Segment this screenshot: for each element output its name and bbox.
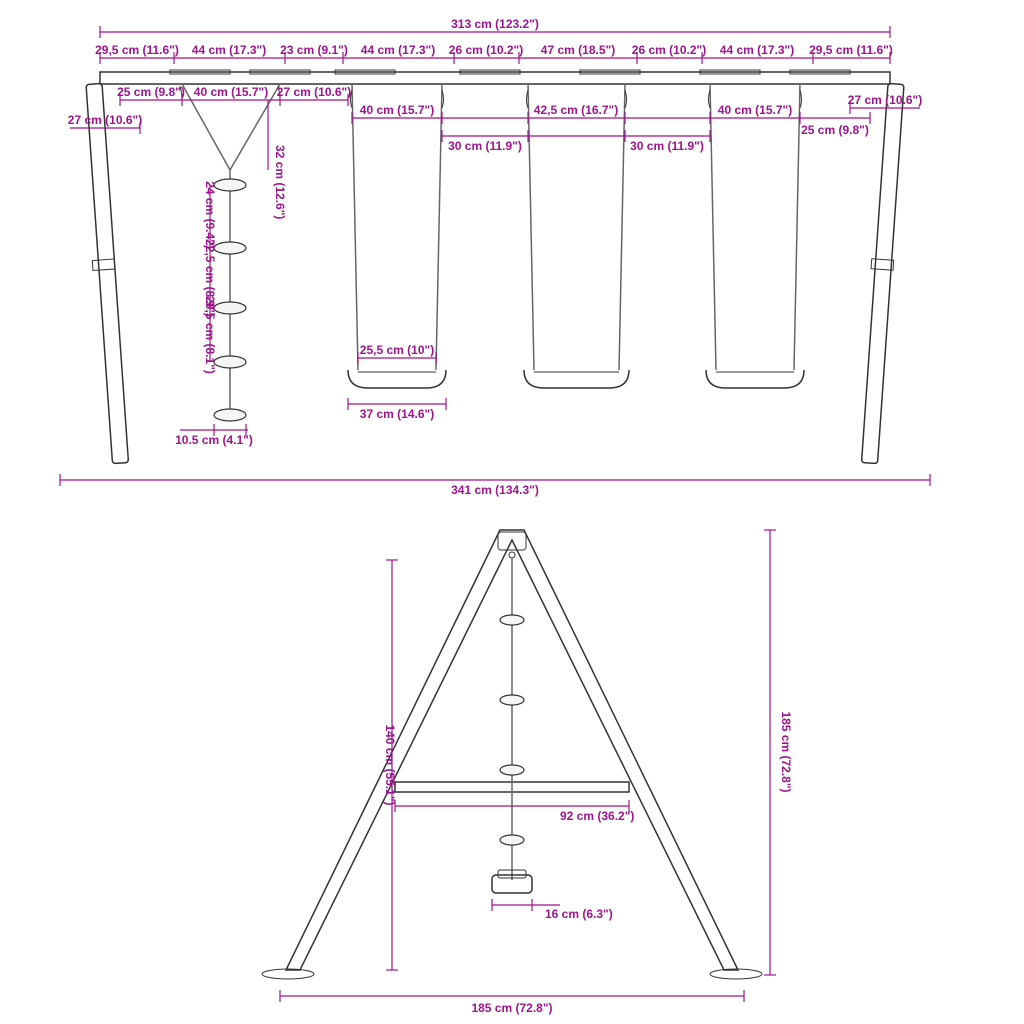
side-view: 140 cm (55.1") 185 cm (72.8") 92 cm (36.… xyxy=(262,530,793,1015)
dim-inner-height: 140 cm (55.1") xyxy=(383,560,398,970)
dim-ladder-span: 40 cm (15.7") xyxy=(182,85,280,106)
svg-text:40 cm (15.7"): 40 cm (15.7") xyxy=(360,103,434,117)
dim-leg-offset-right: 27 cm (10.6") xyxy=(848,93,922,114)
svg-text:25 cm (9.8"): 25 cm (9.8") xyxy=(117,85,185,99)
svg-text:29,5 cm (11.6"): 29,5 cm (11.6") xyxy=(809,43,893,57)
svg-text:37 cm (14.6"): 37 cm (14.6") xyxy=(360,407,434,421)
svg-text:27 cm (10.6"): 27 cm (10.6") xyxy=(848,93,922,107)
svg-text:185 cm (72.8"): 185 cm (72.8") xyxy=(779,711,793,792)
dim-swing-gaps: 30 cm (11.9") 30 cm (11.9") xyxy=(442,130,710,153)
dim-ladder-top-right: 27 cm (10.6") xyxy=(277,85,351,106)
dim-top-segments: 29,5 cm (11.6") 44 cm (17.3") 23 cm (9.1… xyxy=(95,43,893,64)
svg-text:40 cm (15.7"): 40 cm (15.7") xyxy=(194,85,268,99)
swing-3 xyxy=(706,84,804,388)
svg-text:40 cm (15.7"): 40 cm (15.7") xyxy=(718,103,792,117)
dim-seat: 16 cm (6.3") xyxy=(492,899,613,921)
dim-ladder-top-left: 25 cm (9.8") xyxy=(117,85,185,106)
svg-text:140 cm (55.1"): 140 cm (55.1") xyxy=(383,724,397,805)
svg-text:26 cm (10.2"): 26 cm (10.2") xyxy=(632,43,706,57)
svg-text:16 cm (6.3"): 16 cm (6.3") xyxy=(545,907,613,921)
dim-base: 185 cm (72.8") xyxy=(280,990,744,1015)
svg-text:26 cm (10.2"): 26 cm (10.2") xyxy=(449,43,523,57)
dim-seat-inner: 25,5 cm (10") xyxy=(358,343,436,364)
swing-2 xyxy=(524,84,629,388)
technical-drawing: 313 cm (123.2") 29,5 cm (11.6") 44 cm (1… xyxy=(0,0,1024,1024)
rope-ladder xyxy=(180,84,280,421)
svg-text:185 cm (72.8"): 185 cm (72.8") xyxy=(471,1001,552,1015)
dim-overall-top: 313 cm (123.2") xyxy=(100,17,890,38)
svg-text:44 cm (17.3"): 44 cm (17.3") xyxy=(720,43,794,57)
svg-text:92 cm (36.2"): 92 cm (36.2") xyxy=(560,809,634,823)
svg-text:47 cm (18.5"): 47 cm (18.5") xyxy=(541,43,615,57)
front-view: 313 cm (123.2") 29,5 cm (11.6") 44 cm (1… xyxy=(60,17,930,497)
dim-overall-bottom: 341 cm (134.3") xyxy=(60,474,930,497)
svg-text:27 cm (10.6"): 27 cm (10.6") xyxy=(277,85,351,99)
dim-rung-width: 10.5 cm (4.1") xyxy=(175,424,253,447)
svg-text:27 cm (10.6"): 27 cm (10.6") xyxy=(68,113,142,127)
dim-swing-row: 40 cm (15.7") 42,5 cm (16.7") 40 cm (15.… xyxy=(352,103,870,137)
svg-text:29,5 cm (11.6"): 29,5 cm (11.6") xyxy=(95,43,179,57)
dim-outer-height: 185 cm (72.8") xyxy=(764,530,793,975)
leg-right xyxy=(862,83,904,463)
dim-cross: 92 cm (36.2") xyxy=(395,800,634,823)
svg-text:23 cm (9.1"): 23 cm (9.1") xyxy=(280,43,348,57)
svg-text:30 cm (11.9"): 30 cm (11.9") xyxy=(448,139,522,153)
svg-text:313 cm (123.2"): 313 cm (123.2") xyxy=(451,17,539,31)
dim-seat-outer: 37 cm (14.6") xyxy=(348,398,446,421)
svg-text:44 cm (17.3"): 44 cm (17.3") xyxy=(361,43,435,57)
svg-text:32 cm (12.6"): 32 cm (12.6") xyxy=(273,145,287,219)
svg-text:25 cm (9.8"): 25 cm (9.8") xyxy=(801,123,869,137)
leg-left xyxy=(86,83,128,463)
svg-text:44 cm (17.3"): 44 cm (17.3") xyxy=(192,43,266,57)
svg-text:25,5 cm (10"): 25,5 cm (10") xyxy=(360,343,434,357)
svg-text:30 cm (11.9"): 30 cm (11.9") xyxy=(630,139,704,153)
svg-text:42,5 cm (16.7"): 42,5 cm (16.7") xyxy=(534,103,618,117)
svg-text:10.5 cm (4.1"): 10.5 cm (4.1") xyxy=(175,433,253,447)
svg-text:341 cm (134.3"): 341 cm (134.3") xyxy=(451,483,539,497)
